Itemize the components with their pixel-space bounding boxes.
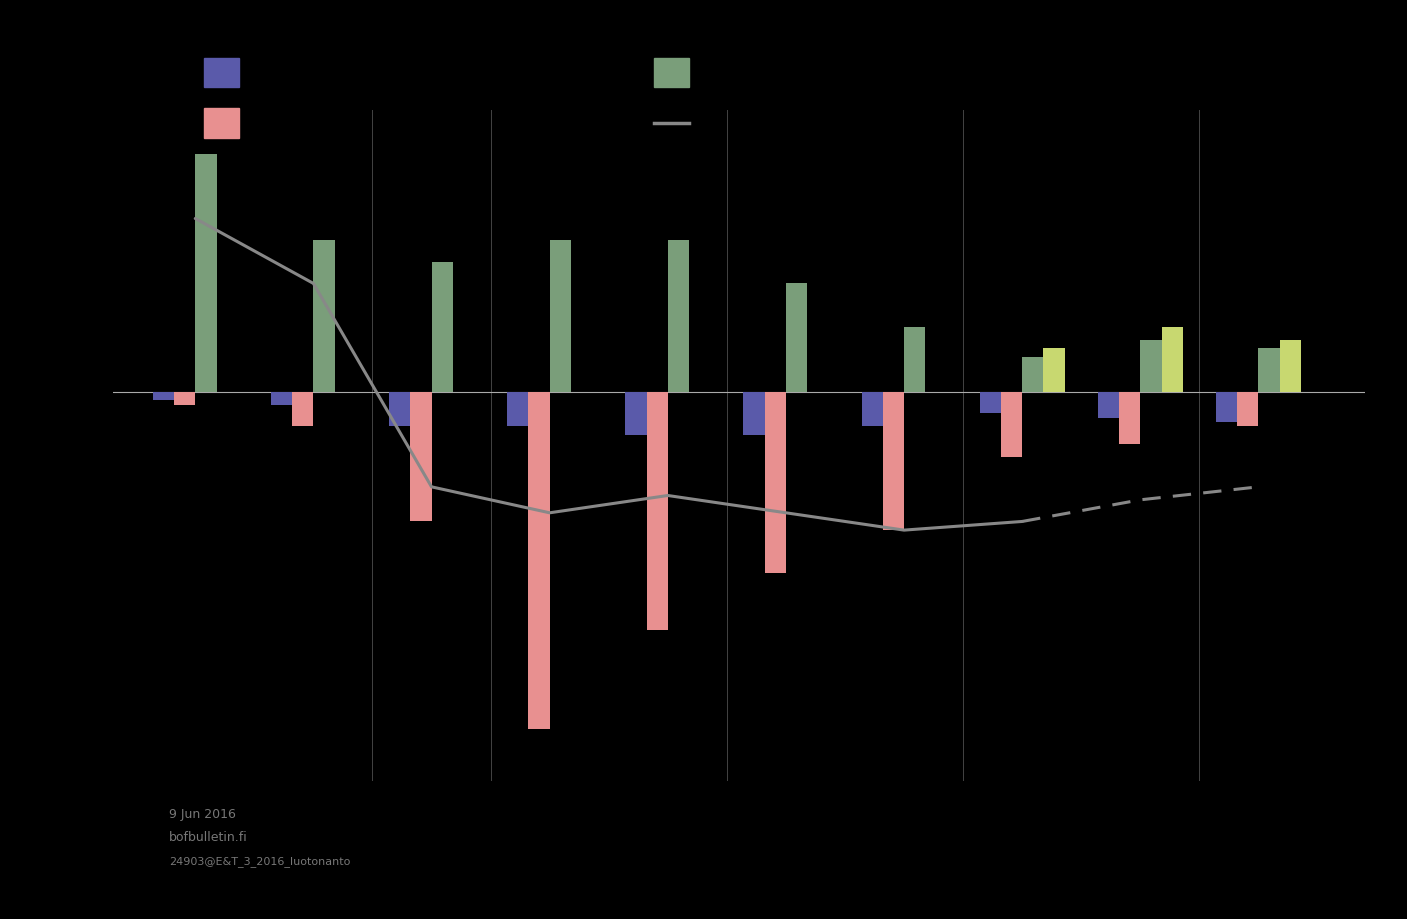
Bar bbox=[1023, 357, 1044, 391]
Bar bbox=[1258, 348, 1280, 391]
Bar bbox=[272, 391, 293, 404]
Bar bbox=[743, 391, 764, 435]
Bar bbox=[1119, 391, 1140, 444]
Bar bbox=[1216, 391, 1237, 422]
Text: 9 Jun 2016: 9 Jun 2016 bbox=[169, 808, 236, 821]
Bar bbox=[174, 391, 196, 404]
Bar bbox=[861, 391, 882, 426]
Text: bofbulletin.fi: bofbulletin.fi bbox=[169, 831, 248, 844]
Bar bbox=[882, 391, 905, 530]
Bar bbox=[625, 391, 647, 435]
Bar bbox=[1162, 326, 1183, 391]
Bar bbox=[314, 240, 335, 391]
Bar bbox=[1000, 391, 1023, 457]
Bar bbox=[293, 391, 314, 426]
Bar bbox=[1237, 391, 1258, 426]
Bar bbox=[764, 391, 787, 573]
Bar bbox=[1280, 340, 1301, 391]
Bar bbox=[787, 283, 808, 391]
Bar bbox=[1140, 340, 1162, 391]
Text: 24903@E&T_3_2016_luotonanto: 24903@E&T_3_2016_luotonanto bbox=[169, 856, 350, 867]
Bar bbox=[979, 391, 1000, 414]
Bar bbox=[196, 153, 217, 391]
Bar bbox=[550, 240, 571, 391]
Bar bbox=[1044, 348, 1065, 391]
Bar bbox=[507, 391, 529, 426]
Bar bbox=[388, 391, 411, 426]
Bar bbox=[529, 391, 550, 729]
Bar bbox=[432, 262, 453, 391]
Bar bbox=[1097, 391, 1119, 417]
Bar bbox=[153, 391, 174, 401]
Bar bbox=[411, 391, 432, 521]
Bar bbox=[905, 326, 926, 391]
Bar bbox=[668, 240, 689, 391]
Bar bbox=[647, 391, 668, 630]
